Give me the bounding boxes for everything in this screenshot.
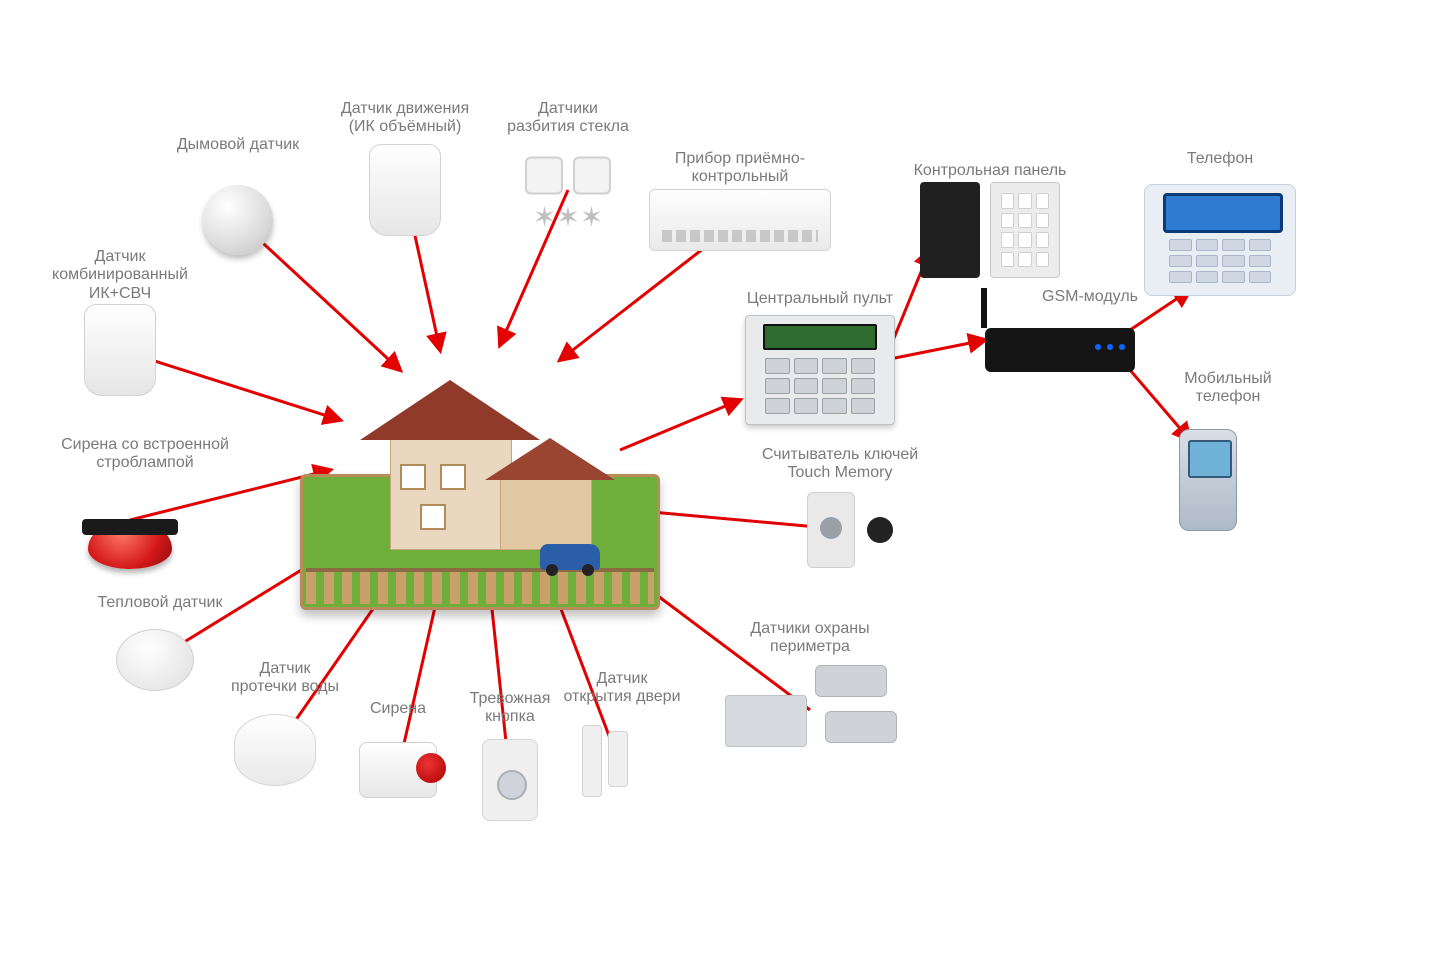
motion-sensor-icon xyxy=(369,144,441,236)
mobile-phone-icon xyxy=(1179,429,1237,531)
central-panel-icon xyxy=(745,315,895,425)
touchmem-label: Считыватель ключей Touch Memory xyxy=(762,446,918,483)
strobe-label: Сирена со встроенной строблампой xyxy=(61,436,229,473)
smoke-detector-icon xyxy=(203,185,273,255)
gsm-module-icon xyxy=(985,328,1135,372)
ctrlpanel-label: Контрольная панель xyxy=(914,162,1067,180)
door-label: Датчик открытия двери xyxy=(563,670,680,707)
house-icon xyxy=(300,310,660,610)
smoke-label: Дымовой датчик xyxy=(177,136,299,154)
leak-sensor-icon xyxy=(234,714,316,786)
siren-label: Сирена xyxy=(370,700,426,718)
door-sensor-icon xyxy=(582,725,662,815)
central-panel-label: Центральный пульт xyxy=(747,290,893,308)
glass-sensor-icon: ✶✶✶ xyxy=(525,157,611,234)
motion-label: Датчик движения (ИК объёмный) xyxy=(341,100,469,137)
landline-label: Телефон xyxy=(1187,150,1253,168)
siren-icon xyxy=(359,742,437,798)
combo-label: Датчик комбинированный ИК+СВЧ xyxy=(52,248,188,303)
perimeter-label: Датчики охраны периметра xyxy=(750,620,869,657)
gsm-label: GSM-модуль xyxy=(1042,288,1138,306)
leak-label: Датчик протечки воды xyxy=(231,660,339,697)
security-system-diagram: Центральный пульт Дымовой датчик Датчик … xyxy=(0,0,1440,960)
panic-label: Тревожная кнопка xyxy=(470,690,551,727)
touch-memory-reader-icon xyxy=(807,492,893,568)
heat-label: Тепловой датчик xyxy=(98,594,223,612)
panic-button-icon xyxy=(482,739,538,821)
heat-sensor-icon xyxy=(116,629,194,691)
combo-sensor-icon xyxy=(84,304,156,396)
glass-label: Датчики разбития стекла xyxy=(507,100,629,137)
landline-phone-icon xyxy=(1144,184,1296,296)
mobile-label: Мобильный телефон xyxy=(1184,370,1271,407)
receiver-icon xyxy=(649,189,831,251)
control-panel-icon xyxy=(920,182,1060,278)
receiver-label: Прибор приёмно- контрольный xyxy=(675,150,805,187)
strobe-siren-icon xyxy=(88,471,172,569)
perimeter-sensors-icon xyxy=(725,665,895,755)
